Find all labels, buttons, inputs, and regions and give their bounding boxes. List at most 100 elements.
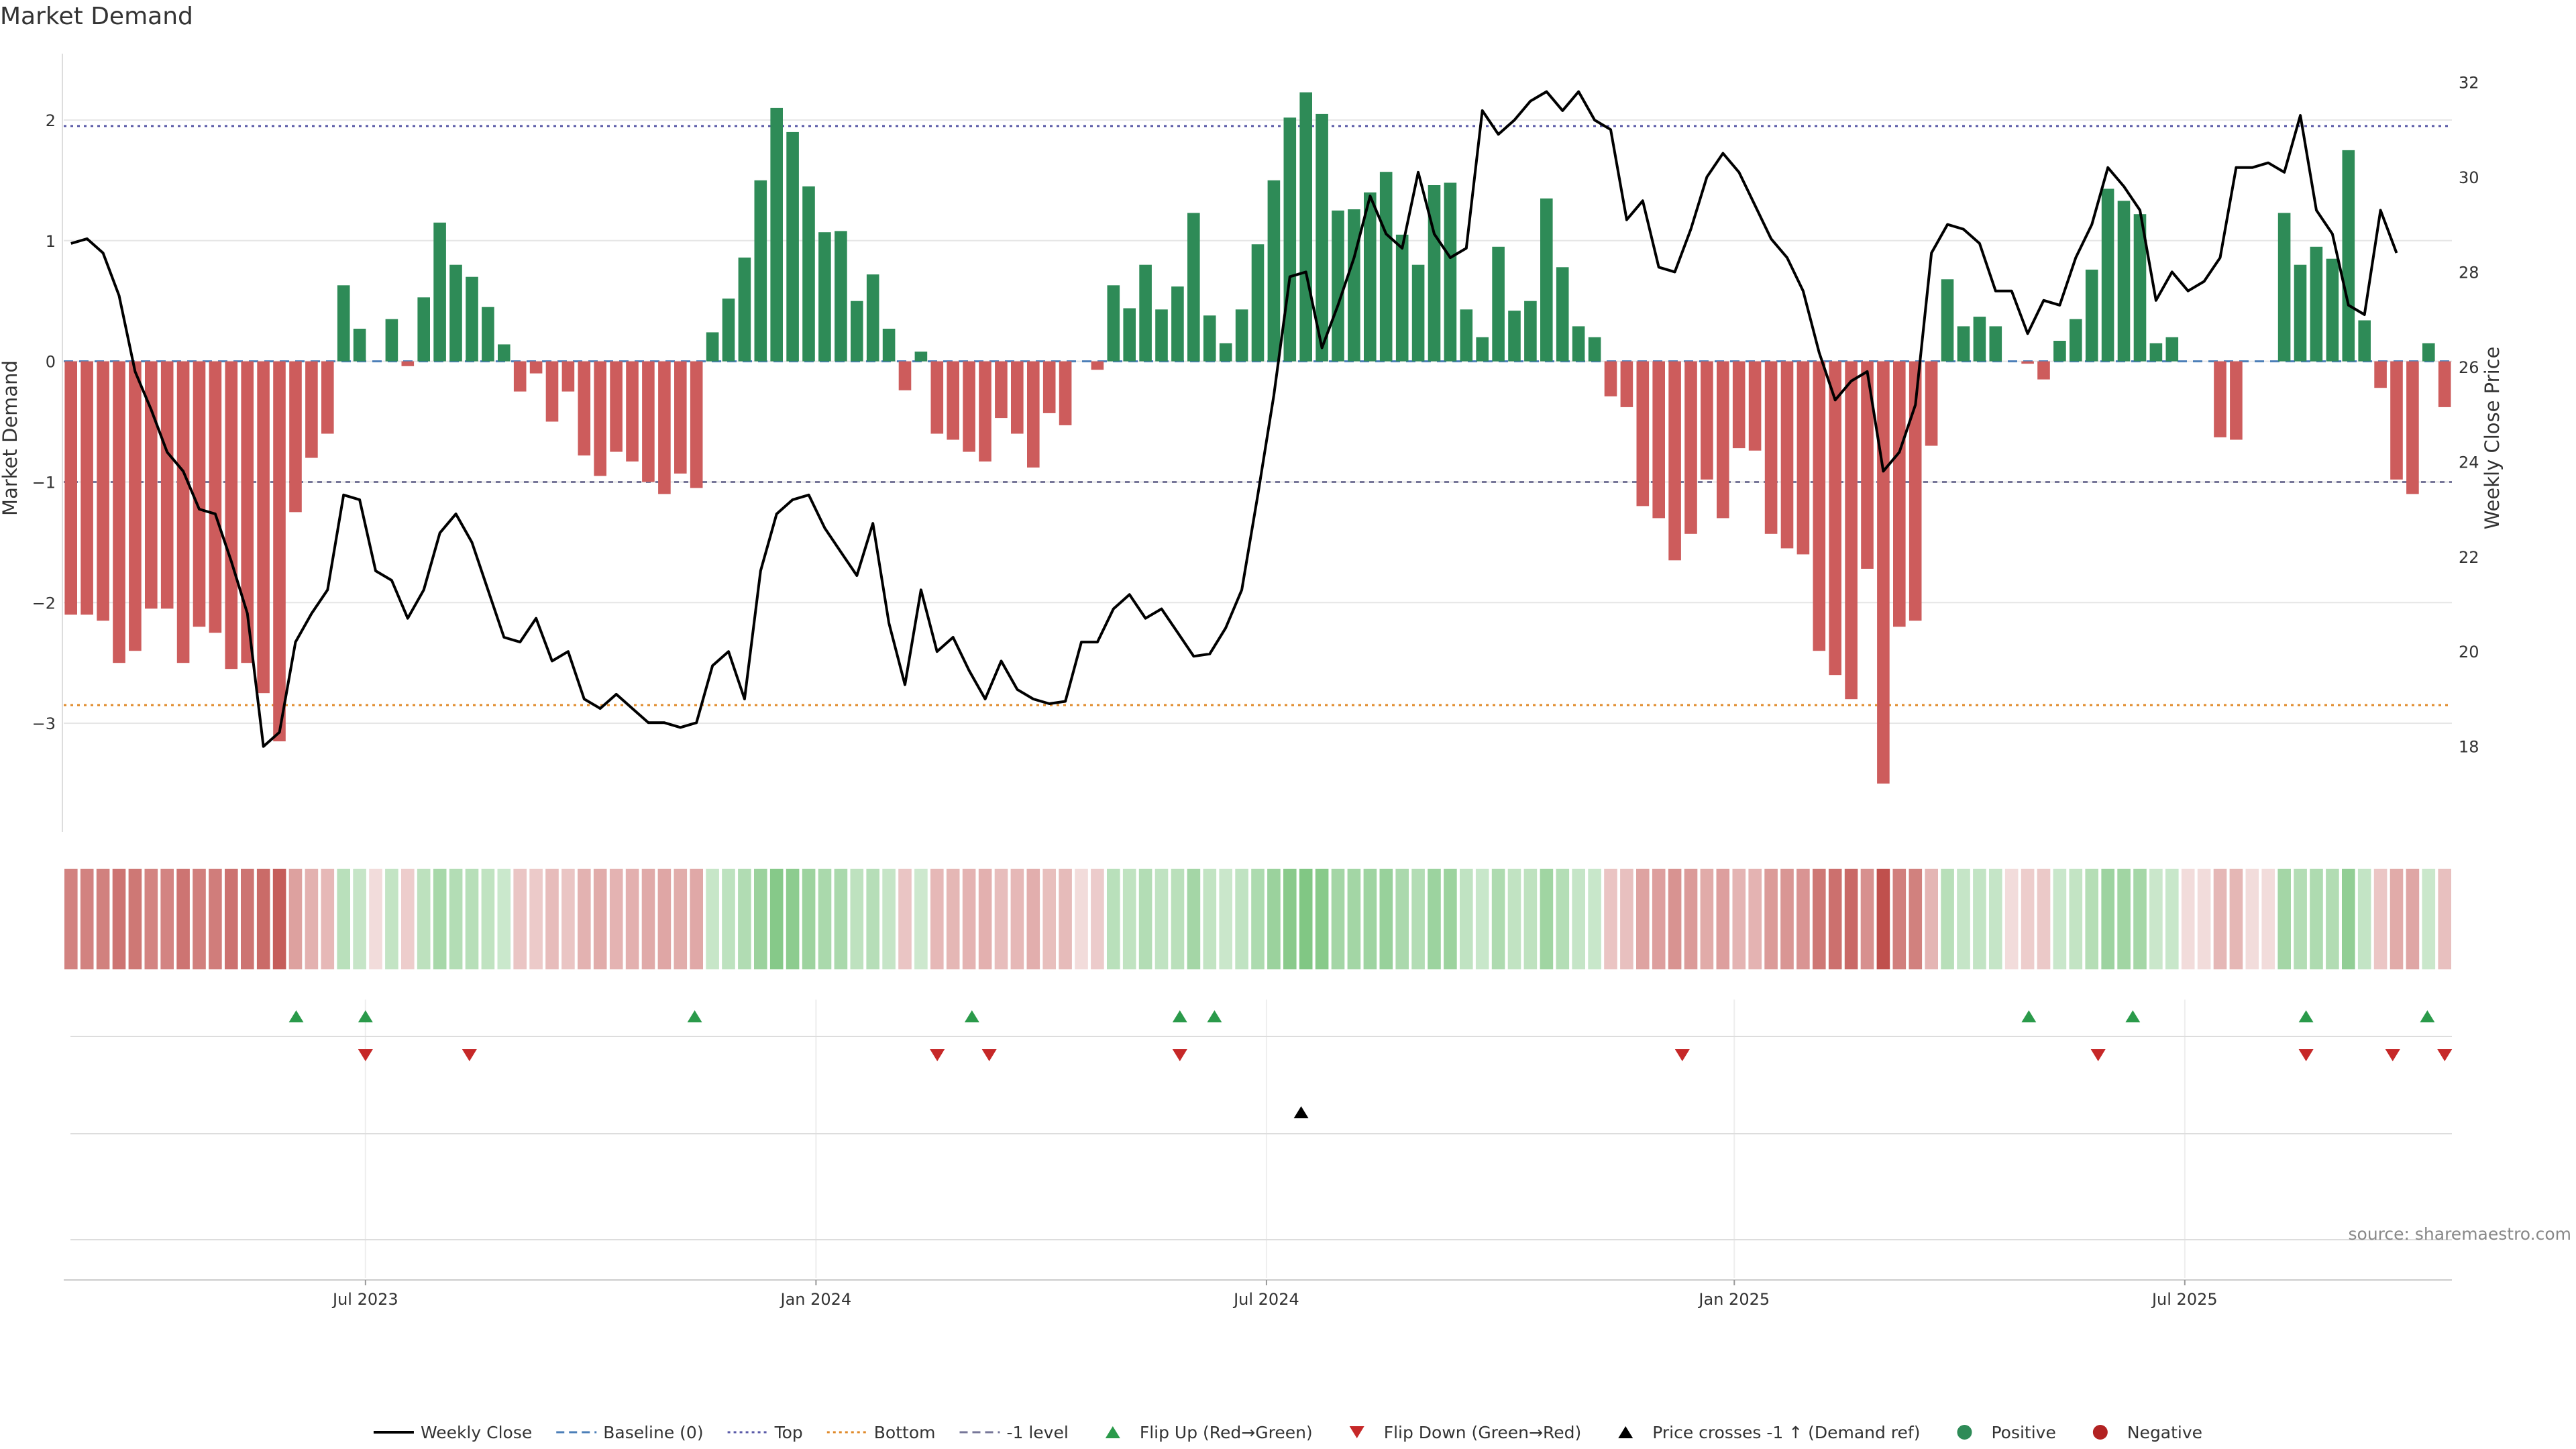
heat-cell <box>385 869 398 969</box>
positive-demand-bar <box>1187 213 1200 362</box>
heat-cell <box>1764 869 1778 969</box>
heat-cell <box>144 869 158 969</box>
negative-demand-bar <box>193 361 206 627</box>
heat-cell <box>1428 869 1441 969</box>
heat-cell <box>1876 869 1890 969</box>
heat-cell <box>401 869 415 969</box>
flip-down-marker <box>1674 1049 1690 1061</box>
negative-demand-bar <box>658 361 671 494</box>
flip-up-marker <box>288 1010 304 1022</box>
negative-demand-bar <box>1011 361 1024 434</box>
heat-cell <box>1652 869 1666 969</box>
negative-demand-bar <box>1620 361 1633 407</box>
negative-demand-bar <box>321 361 334 434</box>
y2-tick-label: 24 <box>2459 453 2479 472</box>
heat-cell <box>578 869 591 969</box>
x-tick-label: Jul 2023 <box>331 1290 398 1309</box>
negative-demand-bar <box>995 361 1008 419</box>
heat-cell <box>1042 869 1056 969</box>
positive-demand-bar <box>2149 343 2163 362</box>
positive-demand-bar <box>498 344 511 362</box>
negative-demand-bar <box>113 361 125 663</box>
legend-item-weekly-close: Weekly Close <box>373 1423 532 1442</box>
heat-cell <box>513 869 527 969</box>
heat-cell <box>80 869 94 969</box>
heat-cell <box>225 869 238 969</box>
heat-cell <box>834 869 848 969</box>
x-axis: Jul 2023 Jan 2024 Jul 2024 Jan 2025 Jul 2025 <box>64 1279 2452 1309</box>
heat-cell <box>1411 869 1425 969</box>
negative-demand-bar <box>176 361 190 663</box>
heat-cell <box>1540 869 1554 969</box>
positive-demand-bar <box>802 186 815 362</box>
price-line-layer <box>70 90 2398 748</box>
positive-demand-bar <box>2342 150 2355 362</box>
negative-demand-bar <box>145 361 158 609</box>
heat-cell <box>321 869 335 969</box>
positive-demand-bar <box>738 257 751 362</box>
heat-cell <box>769 869 784 969</box>
heat-cell <box>1107 869 1120 969</box>
negative-demand-bar <box>1717 361 1729 519</box>
heat-cell <box>2197 869 2211 969</box>
demand-heat-strip <box>64 869 2451 969</box>
heat-cell <box>2326 869 2339 969</box>
legend-label: Flip Down (Green→Red) <box>1384 1423 1582 1442</box>
heat-cell <box>2181 869 2195 969</box>
heat-cell <box>1700 869 1714 969</box>
negative-demand-bar <box>1764 361 1778 534</box>
positive-demand-bar <box>706 332 719 362</box>
positive-demand-bar <box>1364 192 1377 362</box>
heat-cell <box>1780 869 1794 969</box>
flip-down-marker <box>2437 1049 2453 1061</box>
heat-cell <box>1187 869 1201 969</box>
heat-cell <box>1716 869 1730 969</box>
flip-up-marker <box>358 1010 373 1022</box>
positive-demand-bar <box>417 297 430 362</box>
negative-demand-bar <box>2214 361 2226 437</box>
heat-cell <box>690 869 703 969</box>
flip-down-marker <box>2298 1049 2314 1061</box>
positive-demand-bar <box>449 264 462 362</box>
heat-cell <box>1572 869 1585 969</box>
heat-cell <box>1026 869 1040 969</box>
positive-demand-bar <box>433 222 446 362</box>
heat-cell <box>1010 869 1024 969</box>
negative-demand-bar <box>1861 361 1874 569</box>
heat-cell <box>2037 869 2051 969</box>
heat-cell <box>497 869 511 969</box>
y-axis-label: Market Demand <box>0 360 21 516</box>
positive-demand-bar <box>754 180 767 362</box>
heat-cell <box>529 869 543 969</box>
axes-layer: 2 1 0 −1 −2 −3 32 30 28 26 24 22 20 18 <box>32 54 2479 832</box>
negative-demand-bar <box>2406 361 2419 494</box>
negative-demand-bar <box>578 361 591 455</box>
heat-cell <box>1860 869 1874 969</box>
negative-demand-bar <box>1684 361 1697 534</box>
flip-down-marker <box>2385 1049 2400 1061</box>
heat-cell <box>722 869 735 969</box>
flip-up-marker <box>2298 1010 2314 1022</box>
positive-demand-bar <box>1139 264 1152 362</box>
heat-cell <box>930 869 944 969</box>
negative-demand-bar <box>241 361 254 663</box>
flip-up-marker <box>687 1010 702 1022</box>
heat-cell <box>1491 869 1505 969</box>
heat-cell <box>706 869 719 969</box>
negative-demand-bar <box>225 361 238 669</box>
flip-down-marker <box>2090 1049 2106 1061</box>
legend-item-flip-down: Flip Down (Green→Red) <box>1349 1423 1582 1442</box>
x-tick-label: Jan 2024 <box>780 1290 852 1309</box>
heat-cell <box>1748 869 1762 969</box>
y2-tick-label: 30 <box>2459 168 2479 187</box>
heat-cell <box>978 869 992 969</box>
heat-cell <box>481 869 495 969</box>
flip-up-marker <box>964 1010 979 1022</box>
heat-cell <box>786 869 800 969</box>
positive-demand-bar <box>851 301 863 362</box>
negative-demand-bar <box>1027 361 1040 468</box>
negative-demand-bar <box>401 361 415 366</box>
heat-cell <box>1828 869 1842 969</box>
negative-demand-bar <box>1877 361 1890 784</box>
